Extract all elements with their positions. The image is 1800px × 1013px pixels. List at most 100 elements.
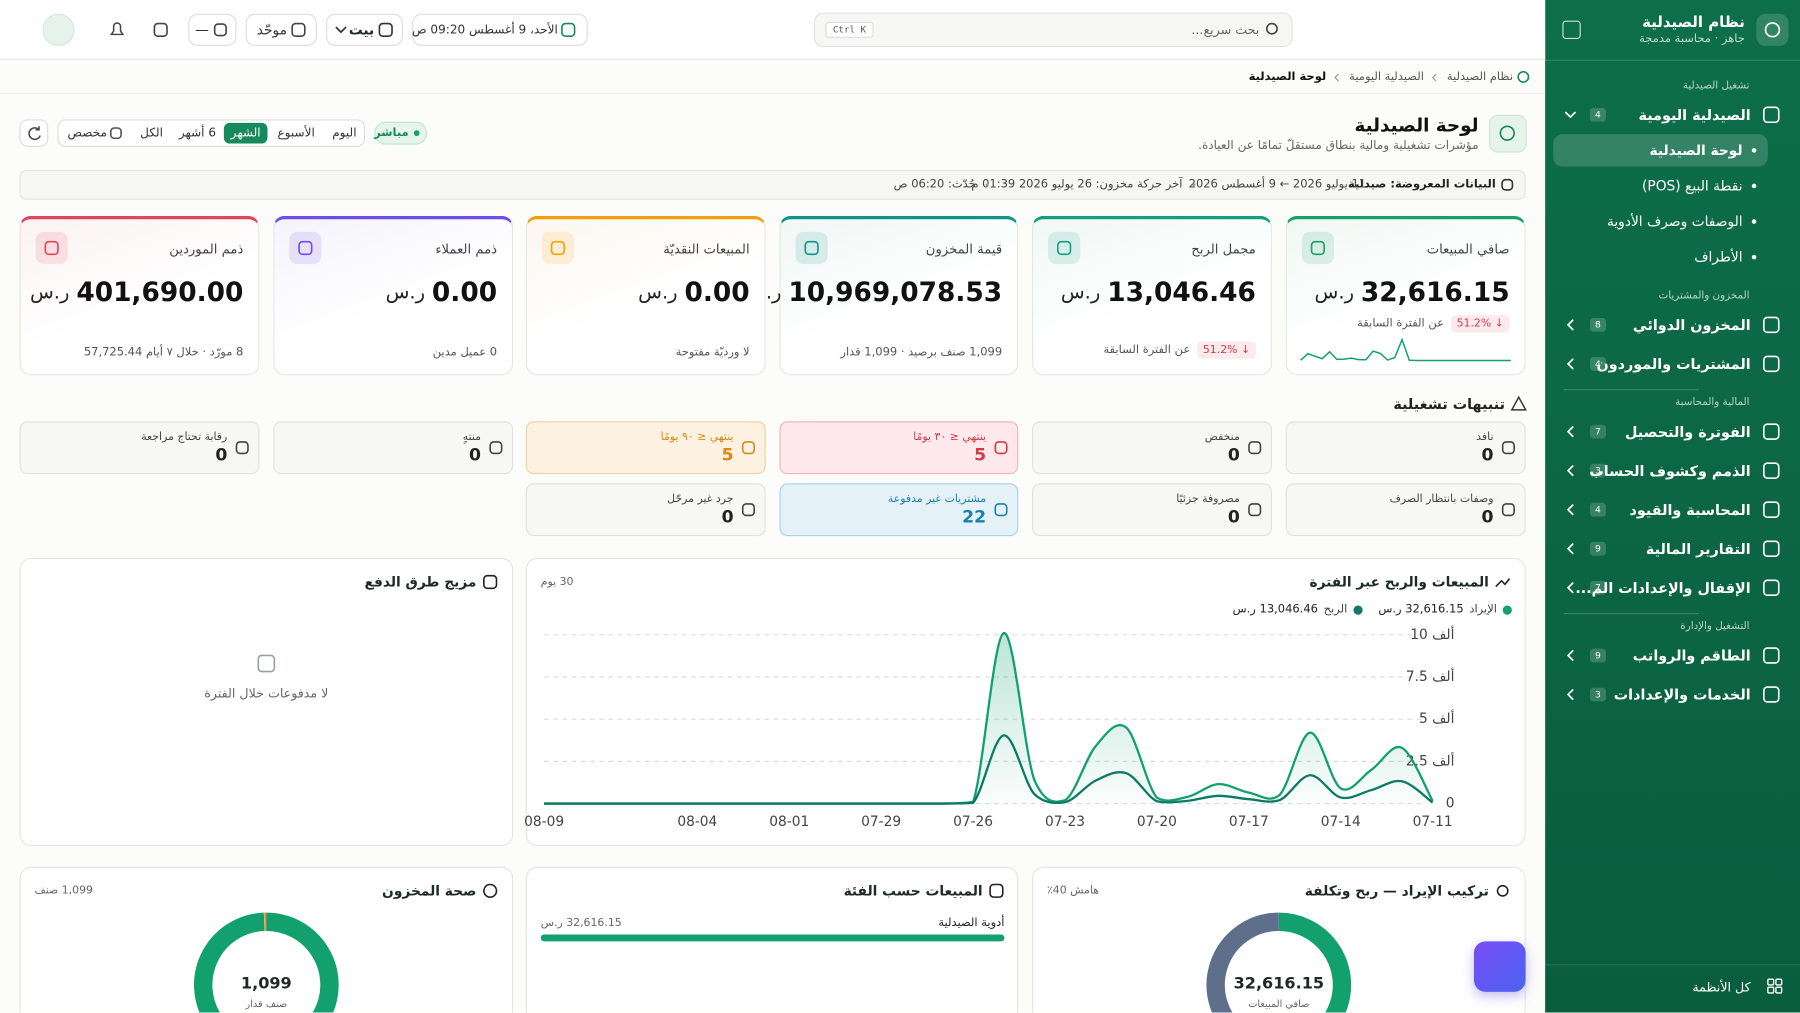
kpi-icon — [795, 231, 828, 265]
datetime-box[interactable] — [412, 13, 588, 46]
legend-total: 32,616.15 ر.س — [1378, 603, 1464, 616]
info-updated: حُدّث: 06:20 ص — [893, 178, 976, 192]
kpi-amount: 401,690.00 — [76, 277, 244, 308]
stock-count: 1,099 صنف — [34, 884, 93, 898]
refresh-button[interactable] — [19, 119, 49, 147]
nav-badge-count: 3 — [1595, 689, 1601, 700]
chart-period: 30 يوم — [540, 575, 574, 589]
datetime: الأحد، 9 أغسطس 09:20 ص — [412, 22, 558, 37]
kpi-note: 0 عميل مدين — [432, 346, 498, 359]
alerts-title: تنبيهات تشغيلية — [1393, 395, 1505, 413]
info-last-stock-move: آخر حركة مخزون: 26 يوليو 2026 01:39 م — [971, 178, 1183, 192]
nav-active[interactable] — [1553, 134, 1768, 167]
icon — [1510, 395, 1527, 411]
legend-item: الإيراد 32,616.15 ر.س — [1378, 603, 1512, 616]
alert-card[interactable] — [779, 421, 1019, 475]
kpi-title: ذمم العملاء — [435, 241, 498, 258]
nav-item-label: الطاقم والرواتب — [1632, 646, 1751, 665]
section-heading: المخزون والمشتريات — [1658, 290, 1750, 302]
avatar[interactable] — [42, 13, 75, 46]
kpi-currency: ر.س — [1060, 281, 1101, 305]
kpi-amount: 0.00 — [431, 277, 498, 308]
kpi-currency: ر.س — [29, 281, 70, 305]
alert-label: رقابة تحتاج مراجعة — [141, 431, 228, 444]
info-bar — [19, 169, 1526, 200]
kpi-value: 0.00 ر.س — [638, 278, 749, 308]
section-separator — [1563, 389, 1699, 391]
alert-card[interactable] — [1032, 483, 1272, 537]
alert-card[interactable] — [779, 483, 1019, 537]
stock-title: صحة المخزون — [382, 882, 477, 899]
nav-item-label: الفوترة والتحصيل — [1624, 423, 1751, 441]
alert-card[interactable] — [1285, 421, 1526, 475]
nav-subitem-label: الأطراف — [1694, 249, 1743, 266]
breadcrumb-item[interactable]: نظام الصيدلية — [1446, 70, 1514, 84]
range-label: اليوم — [332, 126, 357, 141]
kpi-note: عن الفترة السابقة — [1103, 343, 1191, 357]
shortcut-key — [825, 21, 874, 38]
alert-card[interactable] — [525, 421, 766, 475]
alert-card[interactable] — [1032, 421, 1272, 475]
notifications-button[interactable] — [106, 18, 129, 41]
alert-value: 0 — [215, 444, 228, 465]
revenue-mix-title: تركيب الإيراد — ربح وتكلفة — [1304, 882, 1489, 899]
nav-badge — [1589, 687, 1606, 702]
alert-value: 0 — [1481, 506, 1494, 527]
alert-card[interactable] — [1285, 483, 1526, 537]
alert-card[interactable] — [525, 483, 766, 537]
category-title: المبيعات حسب الفئة — [843, 882, 983, 899]
revenue-mix-margin: هامش 40٪ — [1046, 884, 1099, 898]
alert-value: 0 — [721, 506, 734, 527]
scope: موحّد — [256, 21, 287, 38]
alert-card[interactable] — [19, 421, 260, 475]
info-scope: البيانات المعروضة: صيدلية — [1347, 178, 1496, 192]
nav-badge-count: 4 — [1595, 109, 1601, 120]
nav-badge-count: 4 — [1595, 504, 1601, 515]
chevron — [1334, 73, 1340, 81]
info-period: 11 يوليو 2026 ← 9 أغسطس 2026 — [1188, 178, 1367, 192]
nav-badge-count: 7 — [1595, 582, 1601, 593]
sidebar-title: نظام الصيدلية — [1642, 14, 1745, 32]
kpi-card — [525, 215, 766, 376]
legend-label: الإيراد — [1469, 603, 1497, 616]
alert-label: منتهٍ — [462, 431, 481, 444]
sidebar-footer[interactable] — [1545, 964, 1800, 1012]
kpi-currency: ر.س — [385, 281, 426, 305]
breadcrumb-item: لوحة الصيدلية — [1248, 70, 1327, 84]
alert-card[interactable] — [273, 421, 514, 475]
nav-item-label: الذمم وكشوف الحساب — [1589, 462, 1751, 480]
kpi-note: لا ورديّة مفتوحة — [675, 346, 750, 359]
period-select[interactable] — [188, 13, 237, 46]
alert-label: نافد — [1476, 431, 1494, 444]
revenue-center-value: 32,616.15 — [1233, 974, 1325, 993]
range-label: 6 أشهر — [178, 126, 217, 141]
section-heading: تشغيل الصيدلية — [1682, 80, 1750, 92]
section-separator — [1563, 613, 1699, 615]
nav-badge-count: 3 — [1595, 465, 1601, 476]
collapse-button[interactable] — [1562, 20, 1581, 40]
scope-select[interactable] — [245, 13, 317, 46]
nav-item-label: المخزون الدوائي — [1632, 316, 1751, 334]
fullscreen-button[interactable] — [149, 18, 172, 41]
alert-label: مشتريات غير مدفوعة — [887, 493, 987, 506]
alert-value: 0 — [1481, 444, 1494, 465]
alert-label: مصروفة جزئيًا — [1176, 493, 1240, 506]
chevron — [1432, 73, 1437, 81]
legend-item: الربح 13,046.46 ر.س — [1233, 603, 1363, 616]
kpi-footer: 1,099 صنف برصيد · 1,099 قدار — [840, 346, 1002, 359]
kpi-icon — [35, 231, 68, 265]
alert-value: 0 — [1227, 444, 1240, 465]
range-control — [57, 119, 366, 147]
assistant-button[interactable] — [1473, 941, 1526, 992]
nav-item-label: الصيدلية اليومية — [1638, 106, 1751, 124]
stock-center-value: 1,099 — [240, 974, 292, 993]
range-option-active[interactable] — [223, 122, 268, 144]
search-box[interactable] — [813, 12, 1293, 48]
live-label: مباشر — [374, 126, 409, 140]
period: — — [195, 21, 209, 38]
kpi-value: 10,969,078.53ر.س — [742, 278, 1002, 308]
nav-badge-count: 9 — [1595, 650, 1601, 661]
kpi-amount: 0.00 — [684, 277, 750, 308]
breadcrumb-item[interactable]: الصيدلية اليومية — [1349, 70, 1424, 84]
kpi-card — [19, 215, 260, 376]
